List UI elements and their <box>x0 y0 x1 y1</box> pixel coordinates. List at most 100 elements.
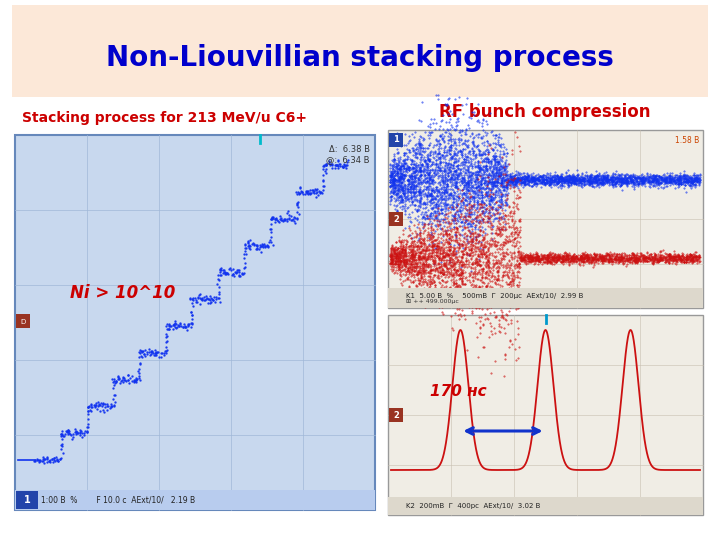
Point <box>489 182 500 191</box>
Point <box>572 165 583 174</box>
Point <box>436 249 448 258</box>
Point <box>388 254 400 263</box>
Point <box>590 253 602 261</box>
Point <box>400 195 412 204</box>
Point <box>430 258 441 266</box>
Point <box>408 168 419 177</box>
Point <box>408 160 420 168</box>
Point <box>477 193 488 201</box>
Point <box>605 173 616 181</box>
Point <box>675 180 686 188</box>
Point <box>685 255 697 264</box>
Point <box>102 401 113 410</box>
Point <box>529 174 541 183</box>
Point <box>567 172 578 181</box>
Point <box>403 179 415 188</box>
Point <box>669 252 680 261</box>
Point <box>395 238 407 246</box>
Point <box>570 173 581 182</box>
Point <box>672 172 684 181</box>
Point <box>434 153 446 161</box>
Point <box>449 250 460 259</box>
Point <box>523 173 535 182</box>
Point <box>424 178 436 187</box>
Point <box>482 212 493 220</box>
Point <box>449 263 460 272</box>
Point <box>417 239 428 247</box>
Point <box>390 267 401 276</box>
Point <box>571 255 582 264</box>
Point <box>452 292 464 300</box>
Point <box>591 176 603 184</box>
Point <box>418 284 430 292</box>
Point <box>436 294 448 302</box>
Point <box>395 164 406 173</box>
Point <box>632 254 644 263</box>
Point <box>409 127 420 136</box>
Point <box>647 172 659 181</box>
Point <box>577 254 588 263</box>
Point <box>491 157 503 166</box>
Point <box>506 215 518 224</box>
Point <box>498 247 509 256</box>
Point <box>621 173 633 182</box>
Point <box>581 172 593 180</box>
Point <box>528 254 539 263</box>
Point <box>390 188 401 197</box>
Point <box>489 313 500 322</box>
Point <box>489 159 500 167</box>
Point <box>503 280 515 288</box>
Point <box>646 255 657 264</box>
Point <box>478 170 490 178</box>
Point <box>536 254 547 262</box>
Point <box>606 173 618 181</box>
Point <box>508 174 519 183</box>
Point <box>510 241 522 249</box>
Point <box>456 261 467 269</box>
Point <box>102 406 113 414</box>
Point <box>395 165 406 174</box>
Point <box>552 254 563 262</box>
Point <box>467 232 479 240</box>
Point <box>488 165 500 174</box>
Point <box>655 256 667 265</box>
Point <box>463 219 474 227</box>
Point <box>497 180 508 189</box>
Point <box>472 130 483 139</box>
Point <box>386 161 397 170</box>
Point <box>650 179 662 187</box>
Point <box>421 168 433 177</box>
Point <box>576 178 588 187</box>
Point <box>513 262 524 271</box>
Point <box>388 247 400 255</box>
Point <box>677 174 688 183</box>
Point <box>432 242 444 251</box>
Point <box>617 254 629 262</box>
Point <box>449 231 460 239</box>
Point <box>531 179 542 188</box>
Point <box>464 258 475 266</box>
Point <box>661 250 672 259</box>
Point <box>459 224 471 232</box>
Point <box>549 176 560 185</box>
Point <box>603 256 614 265</box>
Point <box>582 253 594 261</box>
Point <box>160 348 171 357</box>
Point <box>522 179 534 188</box>
Point <box>533 175 544 184</box>
Text: ⊞ ++ 499.000μc: ⊞ ++ 499.000μc <box>406 300 459 305</box>
Point <box>462 177 473 186</box>
Point <box>621 176 633 184</box>
Point <box>466 183 477 192</box>
Point <box>439 127 451 136</box>
Point <box>392 188 403 197</box>
Point <box>476 174 487 183</box>
Point <box>433 287 444 296</box>
Point <box>678 177 689 186</box>
Point <box>416 179 428 188</box>
Point <box>469 246 481 255</box>
Point <box>394 266 405 274</box>
Point <box>432 291 444 300</box>
Point <box>647 172 658 180</box>
Point <box>407 260 418 268</box>
